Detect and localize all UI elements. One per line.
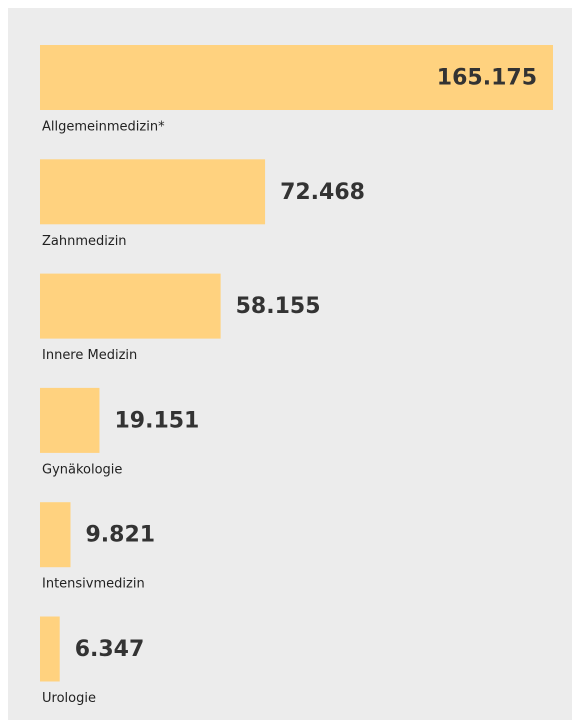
value-label: 19.151 [114, 408, 199, 433]
bar [40, 45, 553, 110]
category-label: Innere Medizin [42, 348, 137, 363]
value-label: 165.175 [437, 66, 537, 91]
value-label: 9.821 [86, 523, 156, 548]
category-label: Urologie [42, 691, 96, 706]
bar [40, 616, 60, 682]
value-label: 58.155 [236, 294, 321, 319]
category-label: Intensivmedizin [42, 577, 145, 592]
value-label: 72.468 [280, 180, 365, 205]
bar [40, 273, 221, 339]
bar [40, 159, 266, 225]
panel [8, 8, 572, 720]
value-label: 6.347 [75, 637, 145, 662]
bar [40, 387, 100, 453]
category-label: Gynäkologie [42, 462, 122, 477]
category-label: Zahnmedizin [42, 234, 127, 249]
bar [40, 502, 71, 568]
category-label: Allgemeinmedizin* [42, 120, 165, 135]
